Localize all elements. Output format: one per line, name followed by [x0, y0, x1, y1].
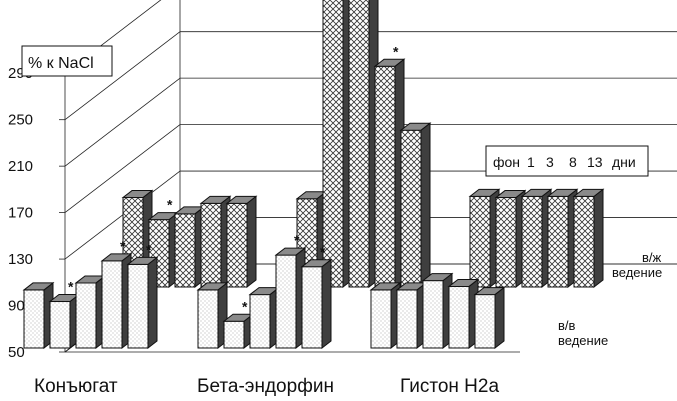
category-label-1: Бета-эндорфин — [197, 376, 334, 397]
front-bar-2-0-top — [369, 282, 402, 291]
front-bar-1-4 — [301, 266, 323, 349]
y-grid-diagonal-3 — [64, 124, 181, 213]
front-bar-2-4-top — [473, 287, 506, 296]
front-bar-1-0 — [197, 289, 219, 349]
category-label-2: Гистон H2a — [400, 376, 499, 397]
front-bar-2-3-top — [447, 278, 480, 287]
back-bar-2-4 — [573, 195, 595, 288]
front-bar-2-2 — [422, 280, 444, 349]
front-bar-1-3-significance-mark: * — [294, 232, 300, 248]
back-bar-0-3-top — [199, 195, 232, 204]
back-bar-1-3-significance-mark: * — [393, 43, 399, 59]
days-legend-item-8: 8 — [569, 154, 577, 170]
category-label-0: Конъюгат — [34, 376, 118, 397]
y-tick-label-2: 130 — [8, 251, 33, 268]
series-label-back: в/ж ведение — [612, 250, 662, 280]
series-label-front: в/в ведение — [558, 318, 608, 348]
back-bar-2-4-side — [593, 188, 604, 289]
front-bar-0-0-top — [22, 282, 55, 291]
days-legend-suffix: дни — [612, 154, 636, 170]
front-bar-0-4 — [127, 263, 149, 349]
back-bar-2-1-top — [494, 190, 527, 199]
back-bar-2-0-top — [468, 188, 501, 197]
days-legend-box — [485, 145, 649, 177]
back-bar-2-2 — [521, 195, 543, 288]
front-bar-1-1 — [223, 320, 245, 349]
back-bar-2-3-top — [546, 188, 579, 197]
front-bar-0-3-significance-mark: * — [120, 238, 126, 254]
front-bar-2-4-side — [494, 286, 505, 350]
front-bar-0-1-significance-mark: * — [68, 279, 74, 295]
back-bar-0-2 — [174, 213, 196, 288]
back-bar-1-1 — [322, 0, 344, 288]
front-bar-0-2 — [75, 282, 97, 349]
days-legend-prefix: фон — [493, 154, 520, 170]
front-bar-0-3 — [101, 260, 123, 349]
y-tick-label-4: 210 — [8, 158, 33, 175]
back-bar-2-2-top — [520, 188, 553, 197]
back-bar-2-0 — [469, 195, 491, 288]
front-bar-1-4-side — [321, 258, 332, 350]
front-bar-0-4-top — [126, 256, 159, 265]
y-tick-label-1: 90 — [8, 298, 25, 315]
front-bar-1-4-top — [300, 259, 333, 268]
back-bar-0-1-significance-mark: * — [167, 197, 173, 213]
y-tick-label-3: 170 — [8, 205, 33, 222]
back-bar-2-4-top — [572, 188, 605, 197]
front-bar-0-1 — [49, 301, 71, 349]
front-bar-1-4-significance-mark: * — [320, 244, 326, 260]
front-bar-1-2 — [249, 294, 271, 349]
back-bar-0-3 — [200, 202, 222, 288]
back-bar-0-4-top — [225, 195, 258, 204]
front-bar-2-0 — [370, 289, 392, 349]
back-bar-2-3 — [547, 195, 569, 288]
front-bar-1-1-significance-mark: * — [242, 298, 248, 314]
front-bar-2-4 — [474, 294, 496, 349]
days-legend-item-13: 13 — [587, 154, 603, 170]
back-bar-0-0-top — [121, 190, 154, 199]
front-bar-0-4-significance-mark: * — [146, 241, 152, 257]
front-bar-0-0 — [23, 289, 45, 349]
days-legend-item-1: 1 — [527, 154, 535, 170]
back-bar-0-4 — [226, 202, 248, 288]
unit-label-box — [21, 45, 113, 77]
front-bar-1-3-top — [274, 247, 307, 256]
unit-label: % к NaCl — [28, 55, 94, 72]
y-tick-label-0: 50 — [8, 344, 25, 361]
y-tick-label-5: 250 — [8, 112, 33, 129]
front-bar-1-0-top — [196, 282, 229, 291]
y-grid-diagonal-5 — [64, 31, 181, 121]
back-bar-1-4-side — [420, 122, 431, 289]
back-bar-1-3-top — [373, 58, 406, 67]
back-bar-1-3 — [374, 65, 396, 288]
back-bar-0-4-side — [246, 195, 257, 289]
front-bar-1-3 — [275, 254, 297, 349]
front-bar-2-3 — [448, 285, 470, 349]
days-legend-item-3: 3 — [546, 154, 554, 170]
y-grid-diagonal-4 — [64, 77, 181, 167]
front-bar-2-2-top — [421, 273, 454, 282]
back-bar-1-4 — [400, 129, 422, 288]
front-bar-0-3-top — [100, 253, 133, 262]
back-bar-2-1 — [495, 197, 517, 288]
front-bar-2-1 — [396, 289, 418, 349]
back-bar-1-4-top — [399, 122, 432, 131]
back-bar-1-2 — [348, 0, 370, 288]
front-bar-0-4-side — [147, 256, 158, 350]
